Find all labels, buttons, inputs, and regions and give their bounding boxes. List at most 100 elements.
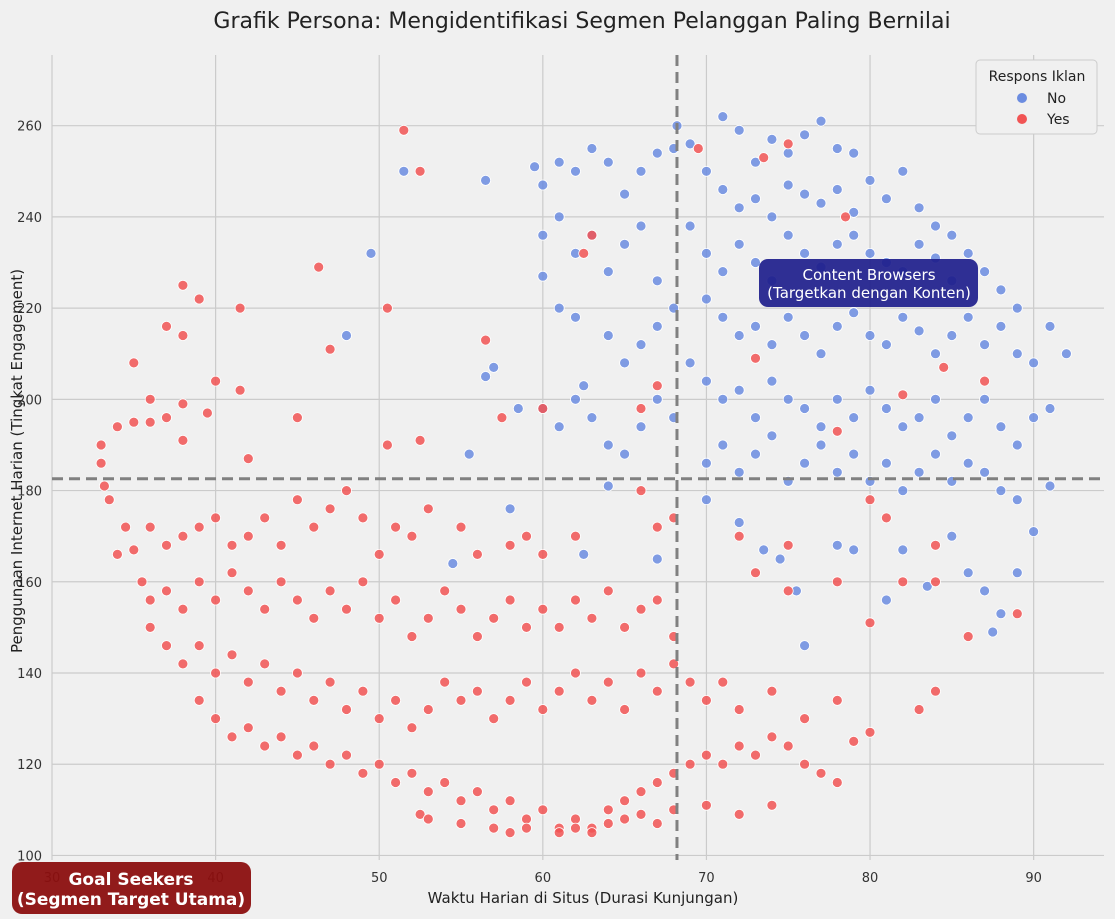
point-yes xyxy=(308,521,320,533)
point-yes xyxy=(570,813,581,825)
point-yes xyxy=(308,695,320,706)
point-yes xyxy=(439,585,451,597)
point-yes xyxy=(259,740,271,752)
point-no xyxy=(504,503,516,515)
point-yes xyxy=(422,813,434,825)
point-no xyxy=(913,466,925,478)
point-yes xyxy=(390,594,402,606)
point-no xyxy=(717,311,729,323)
point-yes xyxy=(193,695,205,706)
point-yes xyxy=(504,539,516,551)
point-yes xyxy=(782,585,794,597)
point-yes xyxy=(341,704,352,715)
point-yes xyxy=(570,594,581,606)
point-no xyxy=(1011,494,1023,506)
point-yes xyxy=(242,453,254,465)
point-no xyxy=(701,375,712,387)
point-no xyxy=(864,247,876,259)
point-yes xyxy=(373,758,385,770)
legend-marker-no xyxy=(1017,93,1027,103)
point-yes xyxy=(619,622,630,633)
point-yes xyxy=(635,786,647,797)
point-no xyxy=(946,430,958,442)
point-no xyxy=(774,553,786,565)
point-yes xyxy=(226,567,238,579)
point-no xyxy=(635,165,647,177)
point-no xyxy=(782,311,794,323)
legend-label-yes: Yes xyxy=(1046,112,1070,128)
point-yes xyxy=(95,457,107,469)
point-no xyxy=(881,193,892,205)
point-no xyxy=(341,330,352,341)
y-tick-label: 220 xyxy=(17,302,42,317)
point-yes xyxy=(651,777,663,788)
point-yes xyxy=(537,704,549,715)
point-yes xyxy=(553,685,565,697)
point-no xyxy=(1028,412,1039,424)
x-tick-label: 60 xyxy=(535,871,552,886)
point-no xyxy=(602,480,614,492)
point-yes xyxy=(422,704,434,715)
point-yes xyxy=(619,813,630,825)
point-yes xyxy=(291,412,303,424)
point-yes xyxy=(177,658,189,670)
point-yes xyxy=(177,330,189,341)
point-no xyxy=(619,238,630,250)
point-no xyxy=(733,238,745,250)
point-no xyxy=(578,380,590,392)
point-yes xyxy=(602,804,614,816)
point-yes xyxy=(95,439,107,451)
point-yes xyxy=(578,247,590,259)
point-yes xyxy=(766,685,778,697)
point-no xyxy=(766,375,778,387)
point-no xyxy=(897,421,909,433)
point-no xyxy=(512,403,524,414)
point-yes xyxy=(651,685,663,697)
x-tick-label: 90 xyxy=(1025,871,1042,886)
point-yes xyxy=(553,622,565,633)
point-yes xyxy=(128,416,140,428)
point-yes xyxy=(758,152,770,164)
point-yes xyxy=(226,649,238,661)
annotation-content-browsers: Content Browsers (Targetkan dengan Konte… xyxy=(759,259,978,307)
point-no xyxy=(831,320,843,332)
point-no xyxy=(480,174,492,186)
point-yes xyxy=(259,658,271,670)
point-yes xyxy=(414,434,426,446)
point-no xyxy=(586,412,598,424)
point-yes xyxy=(341,603,352,615)
point-no xyxy=(831,393,843,405)
point-yes xyxy=(766,731,778,743)
point-yes xyxy=(692,143,704,154)
point-no xyxy=(848,206,860,218)
point-yes xyxy=(471,549,483,560)
point-no xyxy=(979,466,990,478)
point-no xyxy=(913,325,925,337)
y-tick-label: 140 xyxy=(17,667,42,682)
point-yes xyxy=(291,749,303,761)
point-yes xyxy=(913,704,925,715)
point-yes xyxy=(831,695,843,706)
point-yes xyxy=(471,685,483,697)
point-no xyxy=(864,384,876,396)
point-no xyxy=(463,448,475,460)
point-yes xyxy=(275,731,287,743)
point-no xyxy=(962,311,974,323)
point-yes xyxy=(144,393,156,405)
point-yes xyxy=(226,731,238,743)
legend: Respons Iklan No Yes xyxy=(975,59,1098,135)
point-yes xyxy=(242,722,254,734)
point-yes xyxy=(373,713,385,724)
point-no xyxy=(799,188,810,200)
point-yes xyxy=(480,334,492,346)
point-no xyxy=(717,111,729,122)
point-yes xyxy=(234,302,246,314)
point-yes xyxy=(586,695,598,706)
point-yes xyxy=(831,576,843,588)
point-yes xyxy=(1011,608,1023,620)
point-no xyxy=(881,594,892,606)
point-no xyxy=(635,339,647,351)
point-no xyxy=(750,156,761,168)
point-yes xyxy=(455,521,467,533)
y-tick-label: 180 xyxy=(17,485,42,500)
